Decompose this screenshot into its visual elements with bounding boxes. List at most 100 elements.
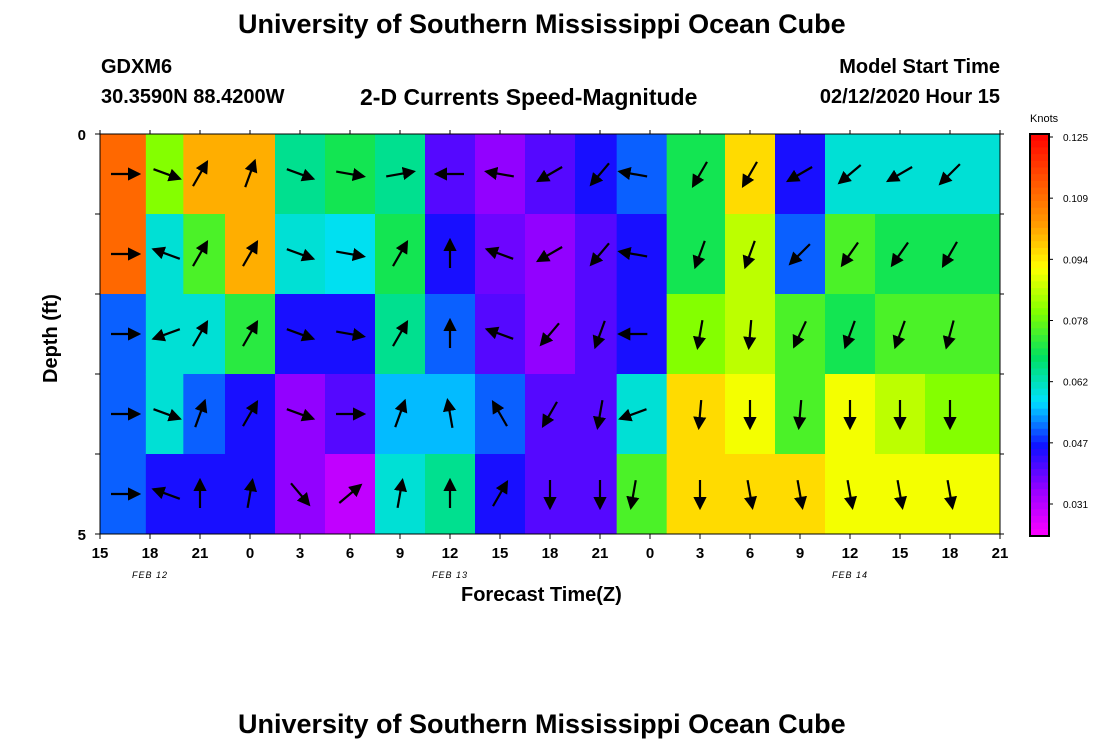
colorbar-segment	[1030, 395, 1049, 403]
colorbar-segment	[1030, 462, 1049, 470]
current-arrow	[194, 398, 208, 428]
y-tick-label: 5	[78, 527, 86, 544]
colorbar-segment	[1030, 167, 1049, 175]
heatmap-cell	[925, 214, 1001, 295]
heatmap-cell	[616, 134, 668, 215]
colorbar-segment	[1030, 375, 1049, 383]
current-arrow	[151, 328, 181, 342]
current-arrow	[741, 161, 758, 189]
current-arrow	[618, 408, 647, 422]
colorbar-tick-label: 0.047	[1063, 439, 1088, 450]
x-tick-label: 21	[992, 545, 1009, 562]
current-arrow	[792, 320, 807, 349]
current-arrow	[392, 319, 409, 347]
current-arrow	[192, 159, 209, 187]
colorbar-segment	[1030, 301, 1049, 309]
heatmap-cell	[183, 134, 226, 215]
colorbar-segment	[1030, 134, 1049, 142]
heatmap-cell	[925, 134, 1001, 215]
current-arrow	[336, 248, 366, 262]
x-tick-label: 18	[542, 545, 559, 562]
heatmap-cell	[666, 214, 726, 295]
x-tick-label: 21	[192, 545, 209, 562]
colorbar-segment	[1030, 388, 1049, 396]
colorbar-segment	[1030, 361, 1049, 370]
colorbar-segment	[1030, 234, 1049, 242]
current-arrow	[944, 480, 958, 510]
current-arrow	[794, 480, 808, 510]
colorbar-segment	[1030, 214, 1049, 222]
current-arrow	[693, 399, 707, 431]
colorbar-segment	[1030, 368, 1049, 376]
colorbar-segment	[1030, 247, 1049, 256]
colorbar-segment	[1030, 522, 1049, 530]
current-arrow	[692, 320, 706, 350]
current-arrow	[885, 166, 913, 183]
colorbar-tick-label: 0.078	[1063, 317, 1088, 328]
current-arrow	[844, 480, 858, 510]
current-arrow	[744, 480, 758, 510]
current-arrow	[589, 242, 610, 267]
heatmap-cell	[575, 374, 618, 455]
model-start-time: 02/12/2020 Hour 15	[819, 86, 1000, 108]
colorbar-segment	[1030, 482, 1049, 490]
heatmap-cell	[183, 454, 226, 535]
heatmap-cell	[575, 294, 618, 375]
current-arrow	[742, 240, 756, 270]
x-tick-label: 18	[142, 545, 159, 562]
colorbar-segment	[1030, 147, 1049, 155]
colorbar-segment	[1030, 422, 1049, 430]
colorbar-segment	[1030, 294, 1049, 303]
colorbar-segment	[1030, 529, 1049, 537]
x-tick-label: 0	[646, 545, 654, 562]
x-tick-label: 15	[92, 545, 109, 562]
colorbar-segment	[1030, 261, 1049, 269]
colorbar-segment	[1030, 268, 1049, 276]
colorbar-segment	[1030, 194, 1049, 202]
current-arrow	[192, 319, 209, 347]
colorbar-segment	[1030, 321, 1049, 329]
x-tick-label: 0	[246, 545, 254, 562]
current-arrow	[840, 241, 859, 268]
colorbar-segment	[1030, 154, 1049, 162]
current-arrow	[793, 399, 807, 431]
current-arrow	[484, 166, 514, 180]
chart-subtitle: 2-D Currents Speed-Magnitude	[360, 84, 698, 110]
colorbar-segment	[1030, 415, 1049, 423]
current-arrow	[151, 246, 181, 260]
colorbar-segment	[1030, 408, 1049, 416]
station-id: GDXM6	[101, 56, 173, 78]
current-arrow	[892, 320, 906, 350]
colorbar-segment	[1030, 140, 1049, 148]
x-tick-label: 21	[592, 545, 609, 562]
heatmap-cell	[575, 454, 618, 535]
current-arrow	[541, 401, 558, 429]
heatmap-cell	[666, 294, 726, 375]
colorbar-segment	[1030, 187, 1049, 195]
current-arrow	[153, 168, 182, 182]
current-arrow	[386, 166, 416, 180]
x-tick-label: 3	[296, 545, 304, 562]
current-arrow	[492, 479, 509, 507]
heatmap-plot: 15 18 21 0 3 6 9 12 15 18 21 0 3 6 9 12 15 18 21 0 5 FEB 12 FE…	[78, 127, 1089, 580]
current-arrow	[837, 164, 862, 185]
current-arrow	[589, 162, 610, 187]
current-arrow	[484, 326, 514, 340]
colorbar-segment	[1030, 402, 1049, 410]
current-arrow	[592, 320, 606, 350]
current-arrow	[286, 328, 316, 342]
current-arrow	[290, 482, 311, 507]
colorbar-segment	[1030, 335, 1049, 343]
colorbar-tick-label: 0.109	[1063, 194, 1088, 205]
current-arrow	[484, 246, 514, 260]
current-arrow	[617, 166, 648, 180]
current-arrow	[394, 398, 408, 428]
heatmap-cell	[666, 134, 726, 215]
current-arrow	[242, 239, 259, 267]
colorbar-segment	[1030, 428, 1049, 437]
heatmap-cell	[575, 214, 618, 295]
chart-title-bottom: University of Southern Mississippi Ocean…	[238, 709, 846, 739]
colorbar-segment	[1030, 221, 1049, 229]
current-arrow	[941, 241, 958, 269]
current-arrow	[942, 320, 956, 350]
